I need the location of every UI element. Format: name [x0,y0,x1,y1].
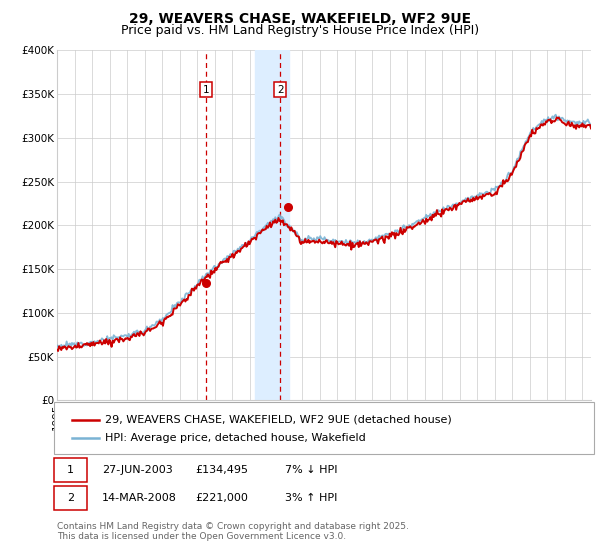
Text: 29, WEAVERS CHASE, WAKEFIELD, WF2 9UE (detached house): 29, WEAVERS CHASE, WAKEFIELD, WF2 9UE (d… [105,414,452,424]
Text: 29, WEAVERS CHASE, WAKEFIELD, WF2 9UE: 29, WEAVERS CHASE, WAKEFIELD, WF2 9UE [129,12,471,26]
Text: £221,000: £221,000 [195,493,248,503]
Text: £134,495: £134,495 [195,465,248,475]
Text: 3% ↑ HPI: 3% ↑ HPI [285,493,337,503]
Text: 27-JUN-2003: 27-JUN-2003 [102,465,173,475]
Text: 2: 2 [67,493,74,503]
Text: HPI: Average price, detached house, Wakefield: HPI: Average price, detached house, Wake… [105,433,366,443]
Text: 14-MAR-2008: 14-MAR-2008 [102,493,177,503]
Bar [255,50,289,400]
Text: Price paid vs. HM Land Registry's House Price Index (HPI): Price paid vs. HM Land Registry's House … [121,24,479,37]
Text: 1: 1 [67,465,74,475]
Text: 2: 2 [277,85,284,95]
Text: Contains HM Land Registry data © Crown copyright and database right 2025.
This d: Contains HM Land Registry data © Crown c… [57,522,409,542]
Text: 1: 1 [202,85,209,95]
Text: 7% ↓ HPI: 7% ↓ HPI [285,465,337,475]
